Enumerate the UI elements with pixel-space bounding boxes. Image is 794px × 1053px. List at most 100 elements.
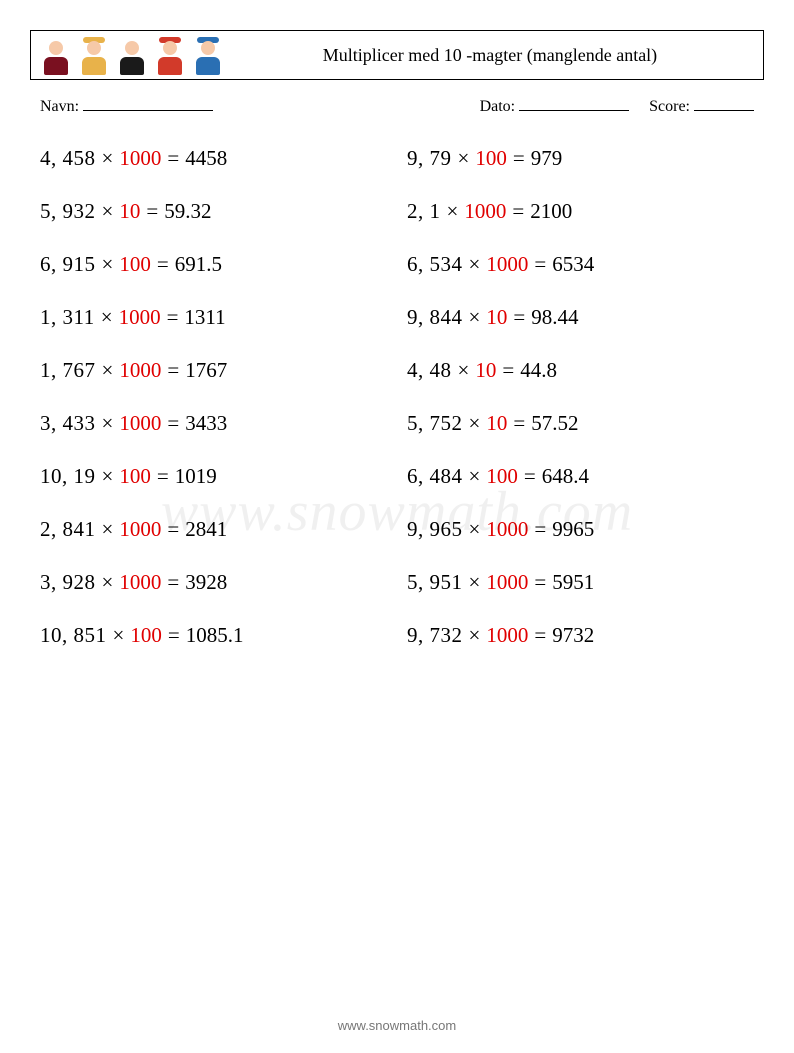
- times-symbol: ×: [96, 146, 120, 170]
- result: 9965: [552, 517, 594, 541]
- name-blank[interactable]: [83, 110, 213, 111]
- equals-symbol: =: [140, 199, 164, 223]
- avatar-icon: [191, 35, 225, 75]
- problem-item: 9, 965×1000=9965: [407, 517, 754, 542]
- operand: 5, 932: [40, 199, 96, 223]
- score-blank[interactable]: [694, 110, 754, 111]
- equals-symbol: =: [528, 623, 552, 647]
- operand: 3, 433: [40, 411, 96, 435]
- multiplier: 100: [119, 252, 151, 276]
- operand: 6, 915: [40, 252, 96, 276]
- times-symbol: ×: [463, 570, 487, 594]
- problem-item: 3, 433×1000=3433: [40, 411, 387, 436]
- result: 1019: [175, 464, 217, 488]
- multiplier: 1000: [119, 411, 161, 435]
- equals-symbol: =: [528, 517, 552, 541]
- times-symbol: ×: [463, 305, 487, 329]
- operand: 1, 767: [40, 358, 96, 382]
- result: 1767: [185, 358, 227, 382]
- times-symbol: ×: [463, 517, 487, 541]
- problem-item: 5, 932×10=59.32: [40, 199, 387, 224]
- multiplier: 10: [486, 305, 507, 329]
- worksheet-page: Multiplicer med 10 -magter (manglende an…: [0, 0, 794, 1053]
- avatar-icon: [153, 35, 187, 75]
- multiplier: 10: [119, 199, 140, 223]
- multiplier: 1000: [486, 570, 528, 594]
- times-symbol: ×: [107, 623, 131, 647]
- equals-symbol: =: [507, 411, 531, 435]
- operand: 4, 458: [40, 146, 96, 170]
- problem-item: 2, 1×1000=2100: [407, 199, 754, 224]
- problem-item: 3, 928×1000=3928: [40, 570, 387, 595]
- multiplier: 1000: [486, 517, 528, 541]
- times-symbol: ×: [452, 358, 476, 382]
- worksheet-title: Multiplicer med 10 -magter (manglende an…: [225, 44, 755, 67]
- date-blank[interactable]: [519, 110, 629, 111]
- meta-row: Navn: Dato: Score:: [40, 98, 754, 116]
- multiplier: 1000: [486, 252, 528, 276]
- equals-symbol: =: [528, 570, 552, 594]
- equals-symbol: =: [161, 305, 185, 329]
- problem-item: 1, 311×1000=1311: [40, 305, 387, 330]
- score-label: Score:: [649, 98, 690, 115]
- operand: 6, 484: [407, 464, 463, 488]
- equals-symbol: =: [161, 411, 185, 435]
- result: 3928: [185, 570, 227, 594]
- problem-item: 2, 841×1000=2841: [40, 517, 387, 542]
- result: 5951: [552, 570, 594, 594]
- result: 1311: [184, 305, 225, 329]
- equals-symbol: =: [507, 146, 531, 170]
- equals-symbol: =: [506, 199, 530, 223]
- multiplier: 10: [486, 411, 507, 435]
- times-symbol: ×: [96, 252, 120, 276]
- equals-symbol: =: [496, 358, 520, 382]
- times-symbol: ×: [463, 623, 487, 647]
- result: 59.32: [164, 199, 211, 223]
- problem-item: 1, 767×1000=1767: [40, 358, 387, 383]
- equals-symbol: =: [162, 623, 186, 647]
- multiplier: 1000: [486, 623, 528, 647]
- result: 98.44: [531, 305, 578, 329]
- operand: 9, 79: [407, 146, 452, 170]
- operand: 9, 732: [407, 623, 463, 647]
- avatar-icon: [115, 35, 149, 75]
- avatar-icon: [77, 35, 111, 75]
- multiplier: 100: [119, 464, 151, 488]
- times-symbol: ×: [96, 358, 120, 382]
- times-symbol: ×: [96, 411, 120, 435]
- date-label: Dato:: [480, 98, 516, 115]
- problem-item: 5, 951×1000=5951: [407, 570, 754, 595]
- result: 6534: [552, 252, 594, 276]
- result: 2100: [530, 199, 572, 223]
- equals-symbol: =: [507, 305, 531, 329]
- problem-item: 4, 458×1000=4458: [40, 146, 387, 171]
- avatar-icon: [39, 35, 73, 75]
- name-field: Navn:: [40, 98, 213, 116]
- operand: 3, 928: [40, 570, 96, 594]
- result: 44.8: [520, 358, 557, 382]
- problem-item: 6, 915×100=691.5: [40, 252, 387, 277]
- times-symbol: ×: [96, 199, 120, 223]
- times-symbol: ×: [452, 146, 476, 170]
- times-symbol: ×: [463, 252, 487, 276]
- result: 4458: [185, 146, 227, 170]
- avatar-row: [39, 35, 225, 75]
- multiplier: 100: [486, 464, 518, 488]
- times-symbol: ×: [96, 464, 120, 488]
- result: 3433: [185, 411, 227, 435]
- multiplier: 1000: [119, 358, 161, 382]
- times-symbol: ×: [441, 199, 465, 223]
- problem-item: 9, 732×1000=9732: [407, 623, 754, 648]
- result: 9732: [552, 623, 594, 647]
- problem-item: 4, 48×10=44.8: [407, 358, 754, 383]
- equals-symbol: =: [151, 252, 175, 276]
- header-box: Multiplicer med 10 -magter (manglende an…: [30, 30, 764, 80]
- footer-text: www.snowmath.com: [0, 1018, 794, 1033]
- problem-item: 9, 844×10=98.44: [407, 305, 754, 330]
- operand: 1, 311: [40, 305, 95, 329]
- operand: 10, 19: [40, 464, 96, 488]
- multiplier: 1000: [119, 570, 161, 594]
- multiplier: 1000: [119, 517, 161, 541]
- operand: 6, 534: [407, 252, 463, 276]
- times-symbol: ×: [463, 464, 487, 488]
